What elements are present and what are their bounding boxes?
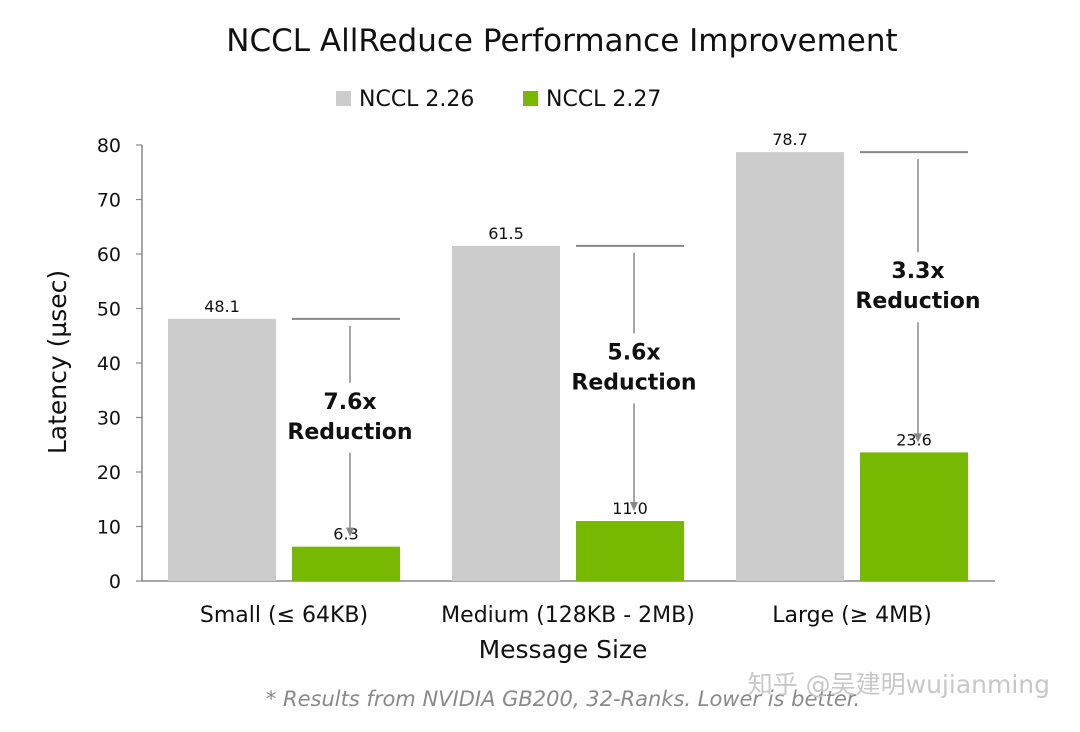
footnote: * Results from NVIDIA GB200, 32-Ranks. L… xyxy=(266,687,860,711)
y-axis-label: Latency (µsec) xyxy=(43,270,72,454)
legend: NCCL 2.26 NCCL 2.27 xyxy=(336,87,661,112)
bar-nccl-226 xyxy=(168,318,276,581)
legend-swatch-nccl-226 xyxy=(336,91,351,106)
arrow-head xyxy=(346,527,354,537)
y-tick-label: 20 xyxy=(97,462,121,484)
y-tick-label: 50 xyxy=(97,299,121,321)
category-label: Medium (128KB - 2MB) xyxy=(441,603,695,628)
bar-value-label: 61.5 xyxy=(488,224,524,243)
category-label: Large (≥ 4MB) xyxy=(772,603,932,628)
y-tick-label: 10 xyxy=(97,517,121,539)
reduction-annotations: 7.6x Reduction 5.6x Reduction 3.3x Reduction xyxy=(287,151,981,537)
reduction-label: Reduction xyxy=(287,420,412,445)
reduction-factor: 5.6x xyxy=(607,340,660,365)
chart-title: NCCL AllReduce Performance Improvement xyxy=(226,23,897,59)
reduction-label: Reduction xyxy=(571,370,696,395)
x-axis-label: Message Size xyxy=(479,635,648,664)
watermark: 知乎 @吴建明wujianming xyxy=(748,670,1050,699)
bars: 48.1 6.3 61.5 11.0 78.7 23.6 xyxy=(168,130,968,581)
bar-nccl-227 xyxy=(292,546,400,581)
bar-nccl-226 xyxy=(736,152,844,581)
bar-value-label: 48.1 xyxy=(204,297,240,316)
bar-value-label: 11.0 xyxy=(612,499,648,518)
bar-value-label: 78.7 xyxy=(772,130,808,149)
reduction-label: Reduction xyxy=(855,289,980,314)
reduction-factor: 7.6x xyxy=(323,390,376,415)
legend-label-nccl-226: NCCL 2.26 xyxy=(359,87,474,112)
category-label: Small (≤ 64KB) xyxy=(200,603,368,628)
legend-swatch-nccl-227 xyxy=(523,91,538,106)
arrow-head xyxy=(914,433,922,443)
arrow-head xyxy=(630,502,638,512)
bar-value-label: 23.6 xyxy=(896,430,932,449)
y-tick-label: 60 xyxy=(97,244,121,266)
y-tick-label: 70 xyxy=(97,190,121,212)
y-tick-label: 0 xyxy=(109,571,121,593)
bar-nccl-227 xyxy=(860,452,968,581)
reduction-factor: 3.3x xyxy=(891,259,944,284)
bar-nccl-227 xyxy=(576,521,684,581)
y-tick-label: 40 xyxy=(97,353,121,375)
y-tick-label: 30 xyxy=(97,408,121,430)
category-labels: Small (≤ 64KB) Medium (128KB - 2MB) Large … xyxy=(200,603,932,628)
y-tick-label: 80 xyxy=(97,135,121,157)
y-ticks: 0 10 20 30 40 50 60 70 80 xyxy=(97,135,142,593)
bar-value-label: 6.3 xyxy=(333,525,358,544)
legend-label-nccl-227: NCCL 2.27 xyxy=(546,87,661,112)
bar-nccl-226 xyxy=(452,245,560,581)
